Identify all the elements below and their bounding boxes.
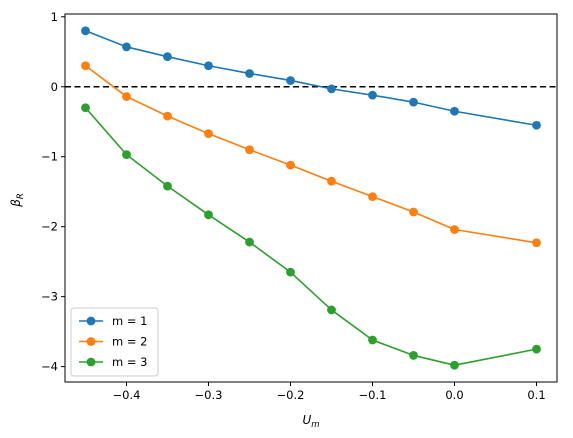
y-tick-label: 1 [51, 10, 58, 24]
x-tick-label: 0.1 [527, 388, 545, 402]
x-axis-label: Um [302, 413, 319, 430]
y-tick-label: −2 [41, 220, 58, 234]
data-point [409, 351, 418, 360]
data-point [450, 360, 459, 370]
legend-marker [86, 316, 96, 326]
data-point [409, 207, 418, 217]
data-point [532, 120, 541, 130]
x-tick-label: −0.2 [277, 388, 305, 402]
legend-item: m = 1 [79, 314, 147, 328]
data-point [204, 61, 213, 71]
data-point [245, 237, 254, 247]
plot-area: −0.4 −0.3 −0.2 −0.1 0.0 0.110−1−2−3−4m = 1m =… [41, 10, 558, 402]
data-point [532, 344, 541, 354]
data-point [450, 225, 459, 234]
data-point [122, 150, 131, 160]
y-tick-label: −3 [41, 290, 58, 304]
x-tick-label: −0.3 [195, 388, 223, 402]
data-point [368, 192, 377, 202]
data-point [122, 42, 131, 52]
data-point [204, 129, 213, 139]
series-3 [81, 103, 541, 370]
series-2 [81, 61, 541, 248]
y-tick-label: −4 [41, 360, 58, 374]
x-tick-label: −0.4 [113, 388, 141, 402]
legend-item: m = 3 [79, 355, 147, 369]
data-point [245, 145, 254, 155]
legend-item: m = 2 [79, 335, 147, 349]
legend-marker [86, 337, 96, 346]
data-point [450, 106, 459, 116]
data-point [122, 92, 131, 101]
data-point [163, 181, 172, 191]
data-point [327, 305, 336, 315]
legend-label: m = 3 [112, 355, 147, 369]
data-point [81, 26, 90, 36]
data-point [163, 111, 172, 121]
data-point [286, 267, 295, 277]
legend: m = 1 m = 2 m = 3 [70, 307, 159, 377]
data-point [327, 84, 336, 94]
data-point [81, 61, 90, 71]
x-tick-label: −0.1 [359, 388, 387, 402]
legend-marker [86, 357, 96, 367]
axes-frame [64, 13, 558, 383]
y-axis-label: βR [9, 193, 26, 208]
legend-label: m = 1 [112, 314, 147, 328]
series-1 [81, 26, 541, 130]
data-point [245, 69, 254, 78]
y-tick-label: −1 [41, 150, 58, 164]
data-point [532, 238, 541, 248]
x-tick-label: 0.0 [445, 388, 463, 402]
data-point [327, 176, 336, 186]
data-point [286, 76, 295, 85]
data-point [163, 52, 172, 62]
data-point [409, 97, 418, 107]
data-point [368, 335, 377, 345]
data-point [81, 103, 90, 113]
data-point [368, 90, 377, 100]
y-tick-label: 0 [51, 80, 58, 94]
data-point [204, 210, 213, 220]
data-point [286, 160, 295, 170]
legend-label: m = 2 [112, 335, 147, 349]
